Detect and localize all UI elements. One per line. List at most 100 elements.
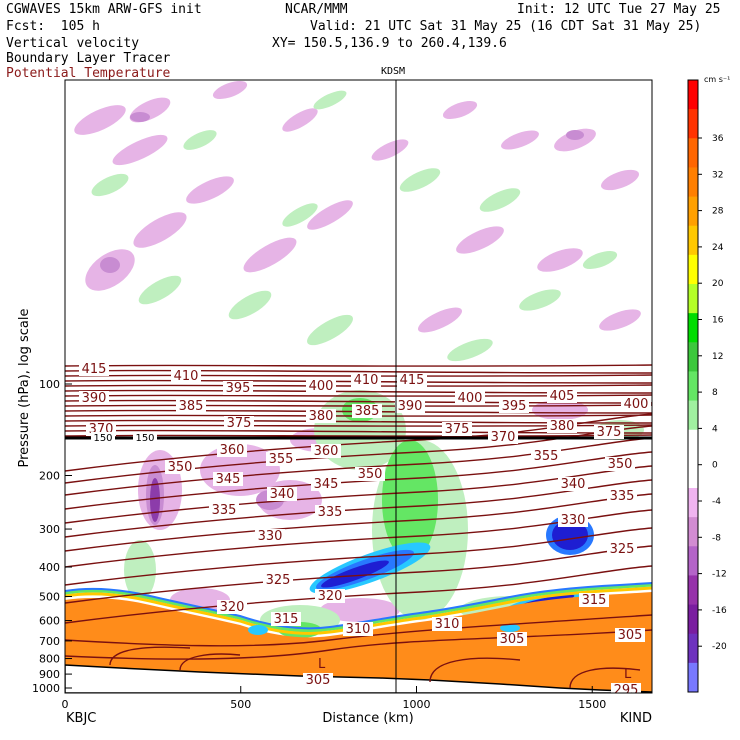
colorbar-label: 28: [712, 207, 724, 217]
theta-label: 355: [531, 449, 561, 464]
theta-label: 415: [79, 362, 109, 377]
svg-text:335: 335: [610, 489, 635, 504]
theta-contour: [65, 527, 652, 586]
field-boundary-layer-tracer: Boundary Layer Tracer: [6, 51, 171, 66]
theta-label: 335: [315, 505, 345, 520]
terrain: [65, 664, 652, 693]
svg-text:305: 305: [618, 628, 643, 643]
svg-text:380: 380: [309, 409, 334, 424]
x-axis-start-station: KBJC: [66, 711, 96, 726]
svg-text:330: 330: [561, 513, 586, 528]
theta-label: 415: [397, 373, 427, 388]
x-axis-end-station: KIND: [620, 711, 652, 726]
svg-text:400: 400: [624, 397, 649, 412]
colorbar-label: 8: [712, 388, 718, 398]
theta-label: 375: [442, 422, 472, 437]
y-tick-label: 500: [39, 590, 60, 603]
theta-label: 370: [488, 430, 518, 445]
theta-label: 330: [255, 529, 285, 544]
svg-text:395: 395: [502, 399, 527, 414]
theta-contour: [65, 451, 652, 510]
svg-text:355: 355: [534, 449, 559, 464]
theta-contour: [65, 565, 652, 624]
svg-text:370: 370: [491, 430, 516, 445]
svg-text:375: 375: [597, 425, 622, 440]
theta-label: 295: [611, 683, 641, 693]
plot-frame: [64, 79, 653, 694]
x-tick-label: 500: [230, 698, 251, 711]
theta-label: 400: [306, 379, 336, 394]
svg-text:415: 415: [82, 362, 107, 377]
theta-label: 400: [455, 391, 485, 406]
colorbar-label: 36: [712, 134, 724, 144]
colorbar-label: -16: [712, 606, 727, 616]
theta-contour: [65, 434, 652, 437]
init-time: Init: 12 UTC Tue 27 May 25: [517, 2, 721, 17]
x-tick-label: 1500: [578, 698, 606, 711]
theta-label: 340: [267, 487, 297, 502]
svg-text:305: 305: [500, 632, 525, 647]
theta-label: 385: [176, 399, 206, 414]
colorbar-label: 4: [712, 424, 718, 434]
svg-text:385: 385: [179, 399, 204, 414]
y-axis-label: Pressure (hPa), log scale: [17, 309, 32, 468]
theta-label: 150: [91, 432, 115, 444]
colorbar-swatch: [688, 196, 698, 227]
theta-label: 320: [217, 600, 247, 615]
theta-label: 335: [209, 503, 239, 518]
theta-label: 410: [351, 373, 381, 388]
colorbar-swatch: [688, 254, 698, 285]
theta-label: 310: [432, 617, 462, 632]
svg-text:330: 330: [258, 529, 283, 544]
theta-label: 360: [217, 443, 247, 458]
theta-contour: [429, 657, 521, 683]
theta-label: 325: [607, 542, 637, 557]
svg-text:350: 350: [608, 457, 633, 472]
colorbar-swatch: [688, 633, 698, 664]
colorbar-label: 24: [712, 243, 724, 253]
svg-text:310: 310: [346, 622, 371, 637]
colorbar: 36 32 28 24 20 16 12 8 4 0 -4 -8 -12 -16 -20: [687, 79, 727, 693]
y-tick-label: 800: [39, 653, 60, 666]
terrain-low-label: L: [624, 667, 632, 682]
theta-label: 310: [343, 622, 373, 637]
theta-label: 315: [579, 593, 609, 608]
svg-text:350: 350: [358, 467, 383, 482]
y-tick-label: 100: [39, 378, 60, 391]
svg-text:355: 355: [269, 452, 294, 467]
theta-contour: [65, 614, 652, 647]
svg-text:380: 380: [550, 419, 575, 434]
boundary-layer-tracer: [65, 592, 652, 693]
colorbar-label: 16: [712, 316, 724, 326]
svg-text:345: 345: [314, 477, 339, 492]
colorbar-swatch: [688, 109, 698, 139]
colorbar-swatch: [688, 458, 698, 489]
theta-label: 405: [547, 389, 577, 404]
colorbar-swatch: [688, 429, 698, 460]
x-axis-label: Distance (km): [322, 711, 413, 726]
x-tick-label: 1000: [402, 698, 430, 711]
theta-label: 335: [607, 489, 637, 504]
theta-label: 305: [497, 632, 527, 647]
svg-text:360: 360: [220, 443, 245, 458]
theta-contour: [65, 493, 652, 552]
svg-text:150: 150: [135, 433, 154, 444]
colorbar-swatch: [688, 313, 698, 343]
model-title: CGWAVES 15km ARW-GFS init: [6, 2, 202, 17]
svg-text:335: 335: [318, 505, 343, 520]
theta-contour: [65, 404, 652, 407]
y-tick-label: 600: [39, 615, 60, 628]
field-potential-temperature: Potential Temperature: [6, 66, 171, 81]
colorbar-swatch: [688, 575, 698, 606]
colorbar-label: 12: [712, 352, 723, 362]
theta-label: 305: [303, 673, 333, 688]
theta-label: 345: [311, 477, 341, 492]
svg-text:320: 320: [318, 589, 343, 604]
svg-text:390: 390: [82, 391, 107, 406]
theta-contours: [65, 364, 652, 689]
colorbar-label: 32: [712, 170, 723, 180]
colorbar-label: -8: [712, 533, 721, 543]
